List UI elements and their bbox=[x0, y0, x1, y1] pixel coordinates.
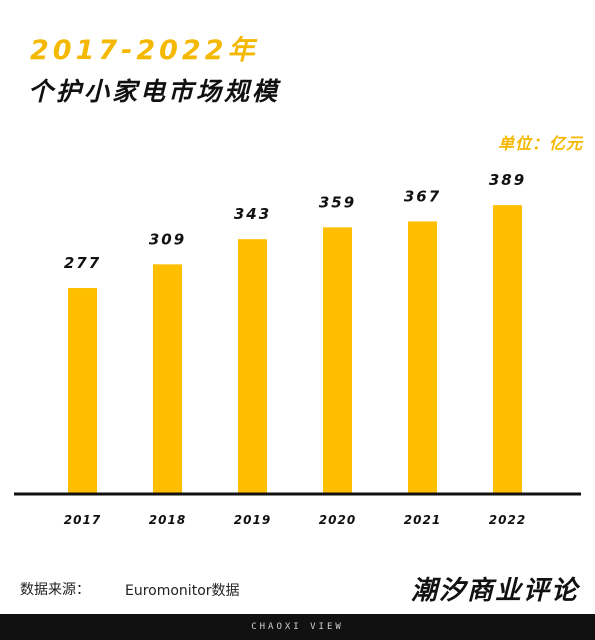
source-value: Euromonitor数据 bbox=[125, 583, 240, 599]
x-tick-2018: 2018 bbox=[149, 513, 186, 527]
bar-2021 bbox=[408, 221, 437, 494]
chart-subtitle-years: 2017-2022年 bbox=[30, 35, 259, 66]
bar-chart: 277 2017 309 2018 343 2019 359 2020 367 2021 389 20… bbox=[14, 171, 581, 527]
data-label-2020: 359 bbox=[319, 193, 356, 211]
data-label-2017: 277 bbox=[64, 254, 101, 272]
bar-2020 bbox=[323, 227, 352, 493]
footer-bar: CHAOXI VIEW bbox=[0, 614, 595, 640]
chart-title: 个护小家电市场规模 bbox=[28, 77, 281, 106]
data-label-2018: 309 bbox=[149, 230, 186, 248]
unit-label: 单位：亿元 bbox=[497, 134, 583, 153]
x-tick-2021: 2021 bbox=[404, 513, 441, 527]
x-tick-2020: 2020 bbox=[319, 513, 356, 527]
data-label-2019: 343 bbox=[234, 205, 271, 223]
data-label-2021: 367 bbox=[404, 187, 441, 205]
brand-logo-text: 潮汐商业评论 bbox=[410, 576, 579, 606]
x-tick-2019: 2019 bbox=[234, 513, 271, 527]
x-tick-2022: 2022 bbox=[489, 513, 526, 527]
bar-2018 bbox=[153, 264, 182, 493]
source-label: 数据来源： bbox=[20, 582, 90, 598]
bar-2017 bbox=[68, 288, 97, 493]
bar-2019 bbox=[238, 239, 267, 493]
x-tick-2017: 2017 bbox=[64, 513, 101, 527]
bar-2022 bbox=[493, 205, 522, 493]
data-label-2022: 389 bbox=[489, 171, 526, 189]
